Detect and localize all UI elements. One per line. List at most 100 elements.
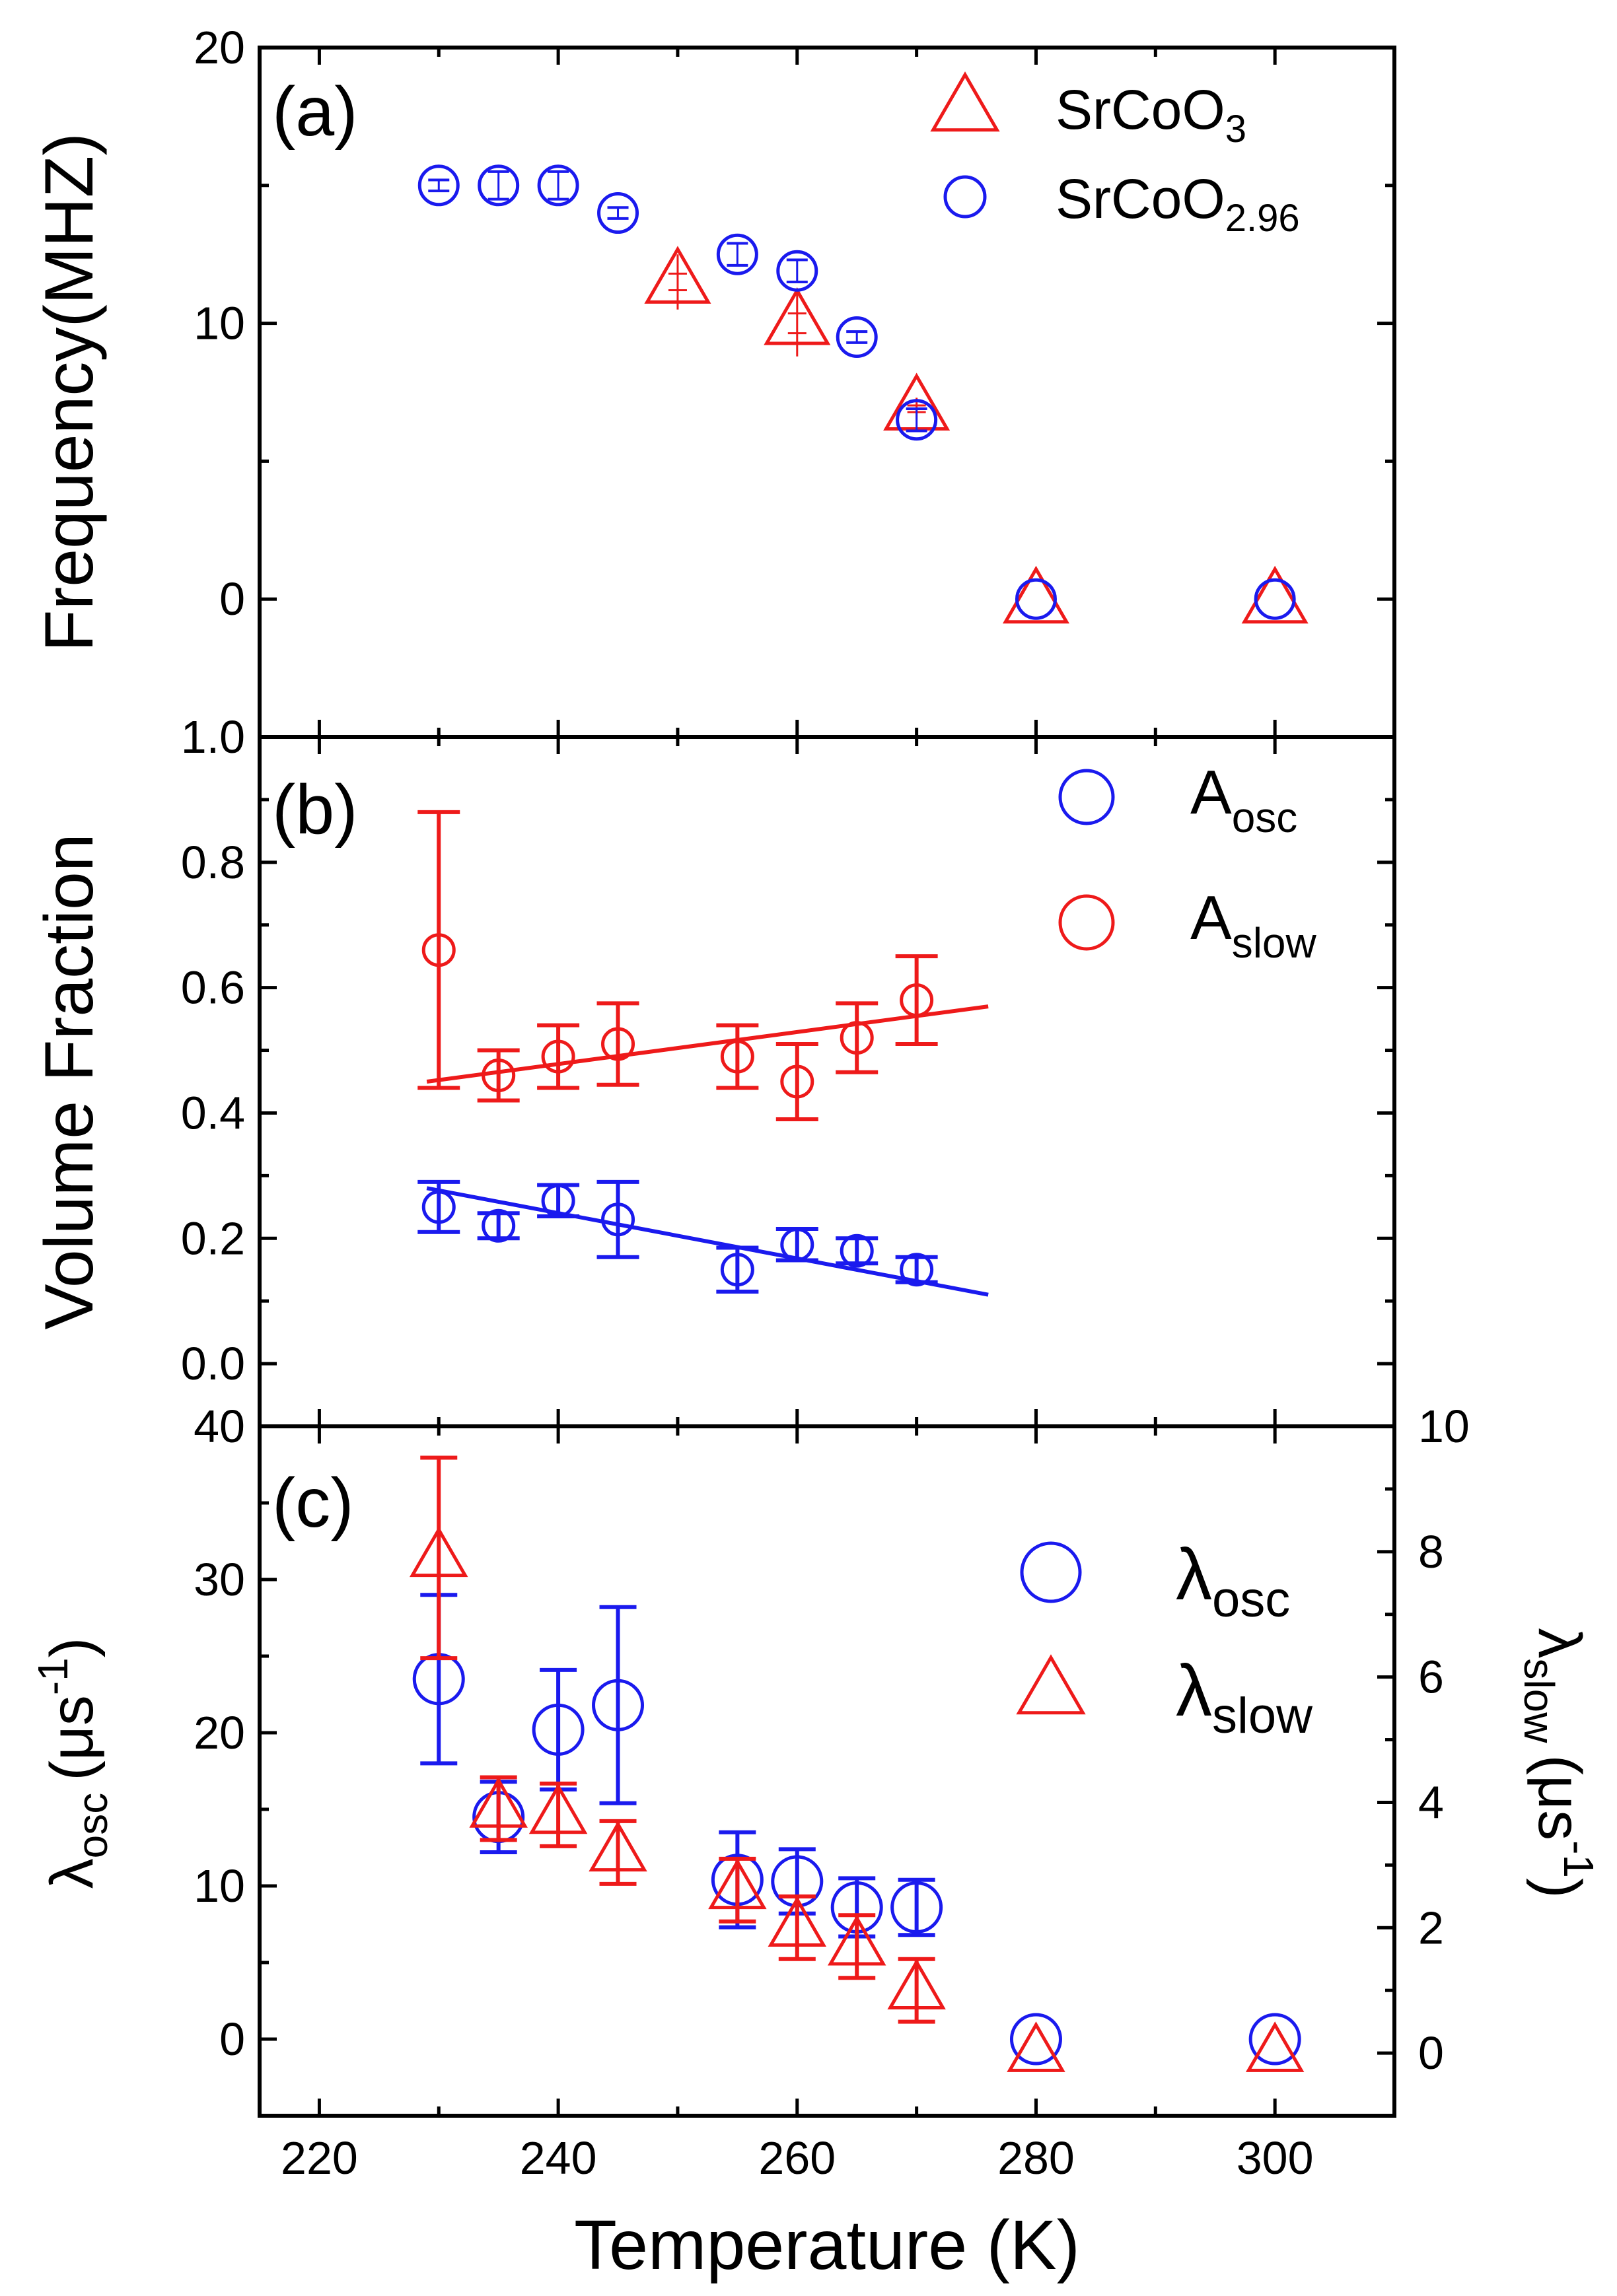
ytick-label-2-left-10: 10 xyxy=(194,1860,245,1912)
xtick-label-260: 260 xyxy=(758,2132,836,2184)
point-c-0-280 xyxy=(1009,2013,1062,2066)
ytick-label-2-right-8: 8 xyxy=(1418,1526,1444,1578)
legend-aslow-base: A xyxy=(1190,883,1232,952)
legend-label-srcoo3: SrCoO3 xyxy=(1056,79,1246,151)
point-a-1-245 xyxy=(597,192,639,234)
ylabel-panel-a: Frequency(MHZ) xyxy=(31,133,108,652)
frame-panel-a xyxy=(258,46,1396,739)
point-a-1-265 xyxy=(836,316,878,358)
y2label-c-close: ) xyxy=(1526,1878,1593,1898)
ylabel-panel-c: λosc (μs-1) xyxy=(29,1638,116,1889)
point-b-0-265 xyxy=(840,1234,874,1268)
legend-lambda-osc-sub: osc xyxy=(1212,1572,1290,1628)
point-b-0-260 xyxy=(780,1228,814,1262)
point-a-0-300 xyxy=(1241,565,1309,624)
legend-label-srcoo296: SrCoO2.96 xyxy=(1056,168,1300,240)
point-a-1-235 xyxy=(478,164,520,207)
point-a-1-240 xyxy=(537,164,579,207)
point-b-1-245 xyxy=(601,1027,635,1061)
xtick-label-300: 300 xyxy=(1237,2132,1314,2184)
legend-srcoo3-base: SrCoO xyxy=(1056,79,1225,141)
panel-label-a: (a) xyxy=(272,73,358,151)
y2label-c-sub: slow xyxy=(1515,1658,1563,1743)
point-a-1-230 xyxy=(417,164,460,207)
legend-lambda-osc-base: λ xyxy=(1176,1534,1212,1615)
ytick-label-2-left-30: 30 xyxy=(194,1554,245,1605)
point-c-1-255 xyxy=(708,1858,767,1910)
ytick-label-1-left-1.0: 1.0 xyxy=(181,711,245,763)
ytick-label-2-right-4: 4 xyxy=(1418,1776,1444,1828)
ytick-label-2-right-6: 6 xyxy=(1418,1652,1444,1703)
point-b-0-255 xyxy=(720,1253,754,1287)
y2label-panel-c: λslow (μs-1) xyxy=(1515,1628,1602,1898)
legend-symbol-srcoo296 xyxy=(943,175,987,219)
ytick-label-0-left-10: 10 xyxy=(194,298,245,349)
ytick-label-1-left-0.6: 0.6 xyxy=(181,962,245,1014)
point-a-1-270 xyxy=(896,399,938,441)
point-c-0-245 xyxy=(592,1679,645,1731)
point-c-1-270 xyxy=(887,1959,946,2009)
legend-label-aslow: Aslow xyxy=(1190,883,1317,967)
point-a-1-280 xyxy=(1015,578,1057,620)
ylabel-c-base: λ xyxy=(38,1858,106,1889)
ylabel-c-sup: -1 xyxy=(29,1657,77,1695)
xtick-label-220: 220 xyxy=(281,2132,358,2184)
y2label-c-base: λ xyxy=(1526,1628,1593,1658)
point-c-1-300 xyxy=(1245,2021,1305,2072)
legend-symbol-lambda-osc xyxy=(1020,1541,1082,1603)
legend-symbol-aosc xyxy=(1058,769,1115,825)
ylabel-c-sub: osc xyxy=(69,1793,116,1859)
ytick-label-2-right-2: 2 xyxy=(1418,1902,1444,1953)
axes-layer xyxy=(258,46,1396,2118)
point-a-0-280 xyxy=(1002,565,1070,624)
point-c-1-235 xyxy=(469,1777,528,1828)
point-b-1-240 xyxy=(541,1039,575,1074)
ylabel-panel-b: Volume Fraction xyxy=(31,833,108,1329)
point-b-0-230 xyxy=(421,1190,456,1224)
legend-label-lambda-slow: λslow xyxy=(1176,1650,1313,1744)
xtick-label-240: 240 xyxy=(520,2132,597,2184)
point-b-0-245 xyxy=(601,1202,635,1237)
ylabel-c-close: ) xyxy=(38,1638,106,1658)
xtick-label-280: 280 xyxy=(997,2132,1075,2184)
point-c-1-265 xyxy=(827,1914,886,1966)
point-c-1-245 xyxy=(589,1821,647,1872)
frame-panel-c xyxy=(258,1424,1396,2118)
ylabel-c-unit: (μs xyxy=(38,1695,106,1781)
point-b-0-270 xyxy=(900,1253,934,1287)
point-b-1-230 xyxy=(421,933,456,967)
ytick-label-1-left-0.2: 0.2 xyxy=(181,1212,245,1264)
legend-srcoo3-sub: 3 xyxy=(1225,108,1246,151)
plot-layer xyxy=(260,46,1394,2116)
ytick-label-2-left-40: 40 xyxy=(194,1401,245,1452)
legend-symbol-aslow xyxy=(1058,894,1115,951)
point-c-0-270 xyxy=(890,1881,943,1933)
point-b-1-260 xyxy=(780,1064,814,1099)
text-layer: (a) (b) (c) Frequency(MHZ) Volume Fracti… xyxy=(29,22,1602,2284)
legend-aosc-base: A xyxy=(1190,757,1232,827)
ytick-label-2-left-0: 0 xyxy=(219,2013,245,2065)
y2label-c-sup: -1 xyxy=(1555,1840,1602,1878)
point-c-0-300 xyxy=(1248,2013,1301,2066)
legend-label-aosc: Aosc xyxy=(1190,757,1297,841)
point-c-1-240 xyxy=(528,1783,588,1834)
point-a-1-300 xyxy=(1254,578,1296,620)
legend-label-lambda-osc: λosc xyxy=(1176,1534,1290,1628)
point-b-1-255 xyxy=(720,1039,754,1074)
panel-label-c: (c) xyxy=(272,1464,354,1542)
legend-lambda-slow-base: λ xyxy=(1176,1650,1212,1731)
ytick-label-2-right-10: 10 xyxy=(1418,1401,1470,1452)
panel-label-b: (b) xyxy=(272,771,358,849)
point-b-0-240 xyxy=(541,1183,575,1218)
ytick-label-0-left-0: 0 xyxy=(219,573,245,625)
legend-symbol-lambda-slow xyxy=(1016,1654,1086,1715)
point-b-1-235 xyxy=(482,1059,516,1093)
ytick-label-2-left-20: 20 xyxy=(194,1707,245,1758)
point-c-1-260 xyxy=(768,1896,827,1947)
legend-srcoo296-base: SrCoO xyxy=(1056,168,1225,230)
point-b-1-265 xyxy=(840,1021,874,1055)
point-c-0-240 xyxy=(532,1703,585,1756)
point-c-1-280 xyxy=(1007,2021,1065,2072)
point-b-0-235 xyxy=(482,1208,516,1243)
